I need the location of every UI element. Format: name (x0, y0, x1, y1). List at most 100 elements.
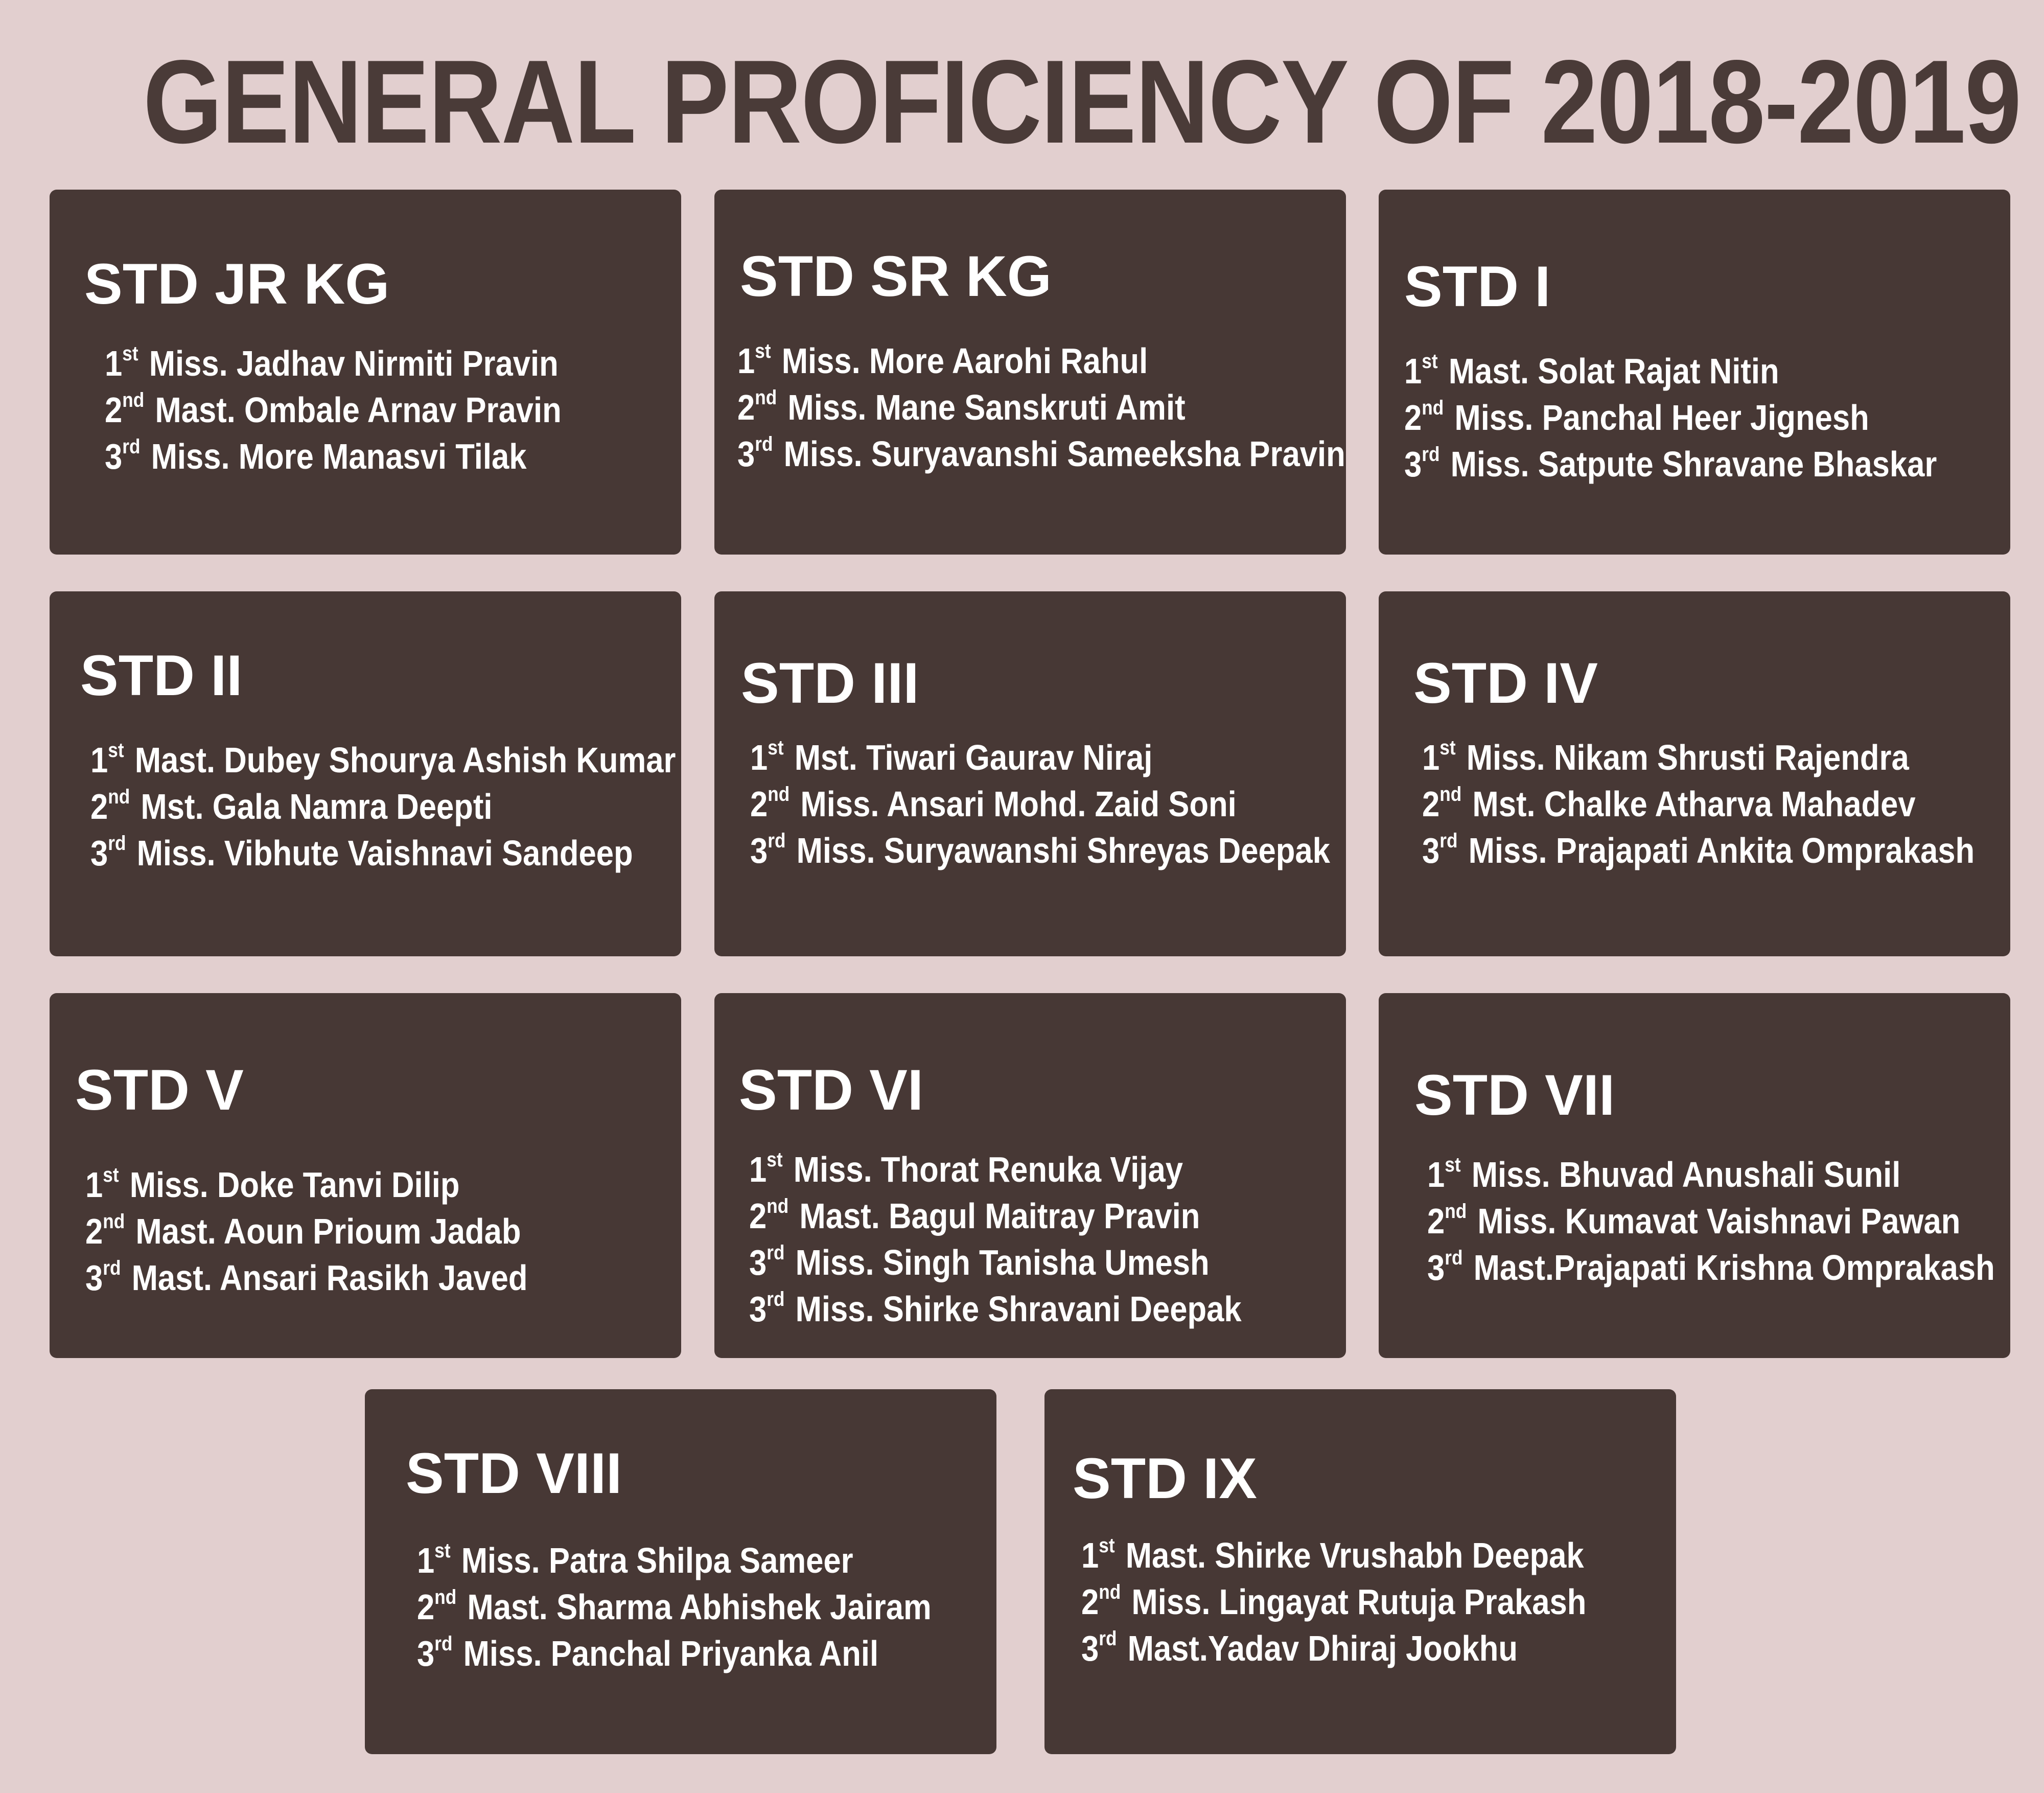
rank-suffix: st (108, 739, 124, 762)
rank-list: 1st Miss. Thorat Renuka Vijay 2nd Mast. Bag… (749, 1146, 1309, 1332)
rank-suffix: nd (122, 389, 145, 411)
rank-suffix: rd (103, 1257, 121, 1279)
rank-suffix: st (1445, 1154, 1461, 1176)
rank-position: 3rd (750, 827, 785, 874)
rank-row: 1st Miss. Patra Shilpa Sameer (417, 1537, 932, 1584)
rank-number: 2 (90, 787, 108, 826)
rank-suffix: st (434, 1539, 451, 1562)
student-name: Miss. Jadhav Nirmiti Pravin (149, 343, 559, 383)
student-name: Miss. Shirke Shravani Deepak (795, 1289, 1242, 1329)
rank-position: 2nd (1422, 781, 1461, 827)
rank-number: 2 (737, 387, 755, 427)
rank-number: 1 (1404, 351, 1422, 391)
rank-position: 2nd (1404, 395, 1444, 441)
rank-number: 2 (750, 784, 768, 824)
class-card-std-sr-kg: STD SR KG 1st Miss. More Aarohi Rahul 2nd Mi… (714, 190, 1346, 555)
rank-row: 3rd Miss. Suryawanshi Shreyas Deepak (750, 827, 1330, 874)
student-name: Miss. Panchal Heer Jignesh (1454, 398, 1869, 438)
student-name: Mast.Prajapati Krishna Omprakash (1473, 1248, 1995, 1288)
rank-number: 1 (1422, 738, 1440, 777)
class-card-std-ii: STD II 1st Mast. Dubey Shourya Ashish Kuma… (50, 591, 681, 956)
student-name: Mast. Shirke Vrushabh Deepak (1125, 1535, 1584, 1575)
rank-row: 3rd Miss. More Manasvi Tilak (105, 433, 562, 480)
student-name: Miss. Bhuvad Anushali Sunil (1471, 1155, 1901, 1194)
rank-position: 3rd (1422, 827, 1457, 874)
rank-position: 2nd (417, 1584, 456, 1630)
rank-number: 2 (1404, 398, 1422, 438)
rank-position: 2nd (737, 384, 777, 431)
rank-position: 1st (1081, 1532, 1115, 1579)
rank-row: 1st Miss. Nikam Shrusti Rajendra (1422, 734, 1975, 781)
rank-number: 2 (1427, 1201, 1445, 1241)
rank-position: 1st (750, 734, 784, 781)
rank-position: 1st (1404, 348, 1438, 395)
student-name: Miss. More Aarohi Rahul (781, 341, 1148, 381)
rank-suffix: st (103, 1164, 119, 1186)
student-name: Miss. Vibhute Vaishnavi Sandeep (136, 833, 633, 873)
rank-position: 1st (105, 340, 138, 387)
student-name: Miss. Suryawanshi Shreyas Deepak (796, 831, 1330, 870)
rank-number: 1 (105, 343, 123, 383)
rank-row: 1st Miss. Bhuvad Anushali Sunil (1427, 1152, 1995, 1198)
rank-row: 1st Miss. Doke Tanvi Dilip (85, 1162, 527, 1208)
rank-position: 2nd (85, 1208, 125, 1255)
student-name: Mast. Ansari Rasikh Javed (131, 1258, 528, 1298)
class-card-std-vii: STD VII 1st Miss. Bhuvad Anushali Sunil 2nd… (1379, 993, 2010, 1358)
rank-number: 3 (749, 1243, 767, 1282)
student-name: Miss. Nikam Shrusti Rajendra (1466, 738, 1909, 777)
rank-number: 2 (417, 1587, 435, 1627)
class-title: STD V (75, 1058, 244, 1122)
student-name: Mast. Ombale Arnav Pravin (155, 390, 562, 430)
rank-position: 2nd (750, 781, 789, 827)
class-card-std-jr-kg: STD JR KG 1st Miss. Jadhav Nirmiti Pravin 2… (50, 190, 681, 555)
rank-list: 1st Mst. Tiwari Gaurav Niraj 2nd Miss. Ansa… (750, 734, 1409, 874)
rank-row: 3rd Miss. Singh Tanisha Umesh (749, 1239, 1242, 1286)
rank-position: 2nd (1081, 1579, 1121, 1625)
rank-suffix: rd (766, 1242, 785, 1264)
rank-row: 3rd Miss. Prajapati Ankita Omprakash (1422, 827, 1975, 874)
rank-position: 1st (90, 737, 124, 784)
rank-position: 2nd (749, 1193, 788, 1239)
class-title: STD II (80, 643, 243, 707)
rank-suffix: st (122, 342, 138, 365)
rank-suffix: nd (434, 1586, 457, 1608)
class-card-std-i: STD I 1st Mast. Solat Rajat Nitin 2nd Miss. … (1379, 190, 2010, 555)
rank-number: 3 (749, 1289, 767, 1329)
class-card-std-iv: STD IV 1st Miss. Nikam Shrusti Rajendra 2nd… (1379, 591, 2010, 956)
rank-row: 3rd Miss. Shirke Shravani Deepak (749, 1286, 1242, 1332)
rank-suffix: nd (755, 386, 777, 409)
rank-position: 1st (749, 1146, 783, 1193)
student-name: Miss. Singh Tanisha Umesh (795, 1243, 1210, 1282)
student-name: Miss. Satpute Shravane Bhaskar (1450, 444, 1937, 484)
rank-number: 2 (749, 1196, 767, 1236)
rank-position: 1st (1422, 734, 1456, 781)
class-title: STD I (1404, 255, 1551, 318)
rank-position: 2nd (105, 387, 144, 433)
rank-number: 1 (750, 738, 768, 777)
rank-suffix: st (1422, 350, 1438, 373)
rank-list: 1st Miss. Bhuvad Anushali Sunil 2nd Miss. K… (1427, 1152, 2044, 1291)
rank-number: 2 (1081, 1582, 1099, 1622)
rank-list: 1st Mast. Dubey Shourya Ashish Kumar 2nd Ms… (90, 737, 756, 877)
rank-position: 3rd (90, 830, 126, 877)
rank-row: 1st Miss. Jadhav Nirmiti Pravin (105, 340, 562, 387)
rank-position: 3rd (737, 431, 773, 477)
rank-position: 2nd (1427, 1198, 1467, 1245)
rank-number: 1 (417, 1541, 435, 1580)
rank-row: 2nd Miss. Ansari Mohd. Zaid Soni (750, 781, 1330, 827)
rank-row: 2nd Miss. Kumavat Vaishnavi Pawan (1427, 1198, 1995, 1245)
rank-suffix: rd (122, 435, 141, 458)
class-card-std-v: STD V 1st Miss. Doke Tanvi Dilip 2nd Mast. A… (50, 993, 681, 1358)
student-name: Miss. Doke Tanvi Dilip (129, 1165, 460, 1205)
rank-number: 2 (105, 390, 123, 430)
rank-number: 3 (1427, 1248, 1445, 1288)
class-title: STD III (741, 651, 919, 715)
page-title: GENERAL PROFICIENCY OF 2018-2019 (143, 36, 2022, 168)
rank-number: 3 (90, 833, 108, 873)
rank-position: 2nd (90, 784, 130, 830)
student-name: Mast. Dubey Shourya Ashish Kumar (134, 740, 676, 780)
student-name: Miss. Panchal Priyanka Anil (463, 1634, 879, 1673)
rank-position: 3rd (749, 1286, 784, 1332)
rank-suffix: rd (1445, 1247, 1463, 1269)
rank-number: 1 (737, 341, 755, 381)
